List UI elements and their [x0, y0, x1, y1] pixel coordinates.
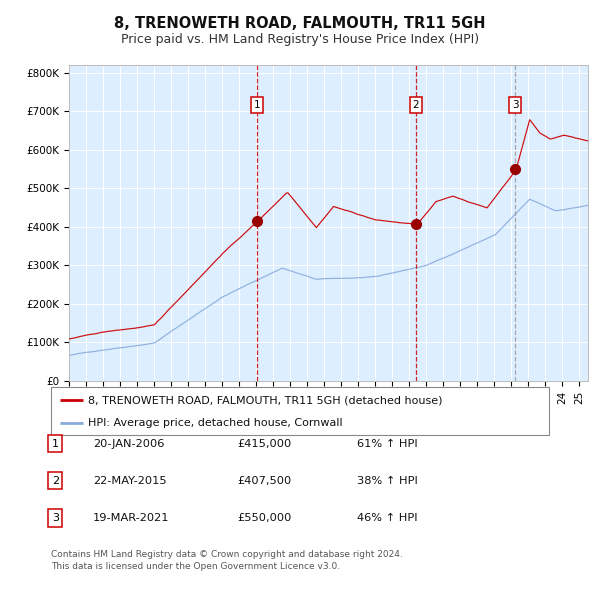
Text: £415,000: £415,000	[237, 439, 291, 448]
Text: HPI: Average price, detached house, Cornwall: HPI: Average price, detached house, Corn…	[88, 418, 343, 428]
Text: 38% ↑ HPI: 38% ↑ HPI	[357, 476, 418, 486]
Text: £550,000: £550,000	[237, 513, 292, 523]
FancyBboxPatch shape	[51, 387, 549, 435]
Text: £407,500: £407,500	[237, 476, 291, 486]
Text: 61% ↑ HPI: 61% ↑ HPI	[357, 439, 418, 448]
Text: Price paid vs. HM Land Registry's House Price Index (HPI): Price paid vs. HM Land Registry's House …	[121, 33, 479, 46]
Text: 3: 3	[512, 100, 518, 110]
Text: 20-JAN-2006: 20-JAN-2006	[93, 439, 164, 448]
Text: 22-MAY-2015: 22-MAY-2015	[93, 476, 167, 486]
Text: 46% ↑ HPI: 46% ↑ HPI	[357, 513, 418, 523]
Text: 19-MAR-2021: 19-MAR-2021	[93, 513, 170, 523]
Text: Contains HM Land Registry data © Crown copyright and database right 2024.
This d: Contains HM Land Registry data © Crown c…	[51, 550, 403, 571]
Text: 3: 3	[52, 513, 59, 523]
Text: 1: 1	[52, 439, 59, 448]
Text: 2: 2	[413, 100, 419, 110]
Text: 2: 2	[52, 476, 59, 486]
Text: 8, TRENOWETH ROAD, FALMOUTH, TR11 5GH: 8, TRENOWETH ROAD, FALMOUTH, TR11 5GH	[114, 16, 486, 31]
Text: 1: 1	[254, 100, 260, 110]
Text: 8, TRENOWETH ROAD, FALMOUTH, TR11 5GH (detached house): 8, TRENOWETH ROAD, FALMOUTH, TR11 5GH (d…	[88, 395, 443, 405]
